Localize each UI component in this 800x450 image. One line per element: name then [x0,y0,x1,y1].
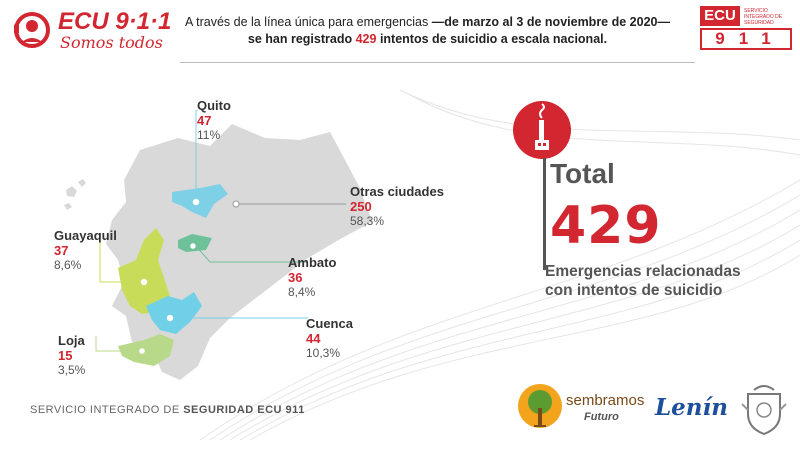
tree-icon [518,384,562,428]
label-quito: Quito 47 11% [197,98,231,142]
label-cuenca: Cuenca 44 10,3% [306,316,353,360]
connector-quito [195,110,198,198]
city-name-ambato: Ambato [288,255,337,270]
city-name-otras: Otras ciudades [350,184,444,199]
city-value-loja: 15 [58,348,73,363]
city-pct-cuenca: 10,3% [306,346,341,360]
badge-caption: SERVICIO INTEGRADO DE SEGURIDAD [744,8,783,26]
futuro-logo-text: Futuro [584,411,619,423]
badge-top: ECU [700,6,740,26]
galapagos-islands [64,179,86,210]
headline-line2-b: intentos de suicidio a escala nacional. [379,32,608,46]
city-name-cuenca: Cuenca [306,316,353,331]
footer-text: SERVICIO INTEGRADO DE SEGURIDAD ECU 911 [30,404,305,416]
city-value-cuenca: 44 [306,331,321,346]
logo-title: ECU 9·1·1 [58,8,172,35]
headline: A través de la línea única para emergenc… [180,14,675,48]
total-desc-line2: con intentos de suicidio [545,282,723,299]
city-pct-loja: 3,5% [58,363,86,377]
label-ambato: Ambato 36 8,4% [288,255,336,299]
total-accent-bar [543,158,546,270]
city-value-guayaquil: 37 [54,243,69,258]
total-label: Total [550,158,615,189]
footer-bold: SEGURIDAD ECU 911 [183,404,305,416]
total-desc-line1: Emergencias relacionadas [545,263,741,280]
connector-guayaquil [99,236,140,283]
city-pct-quito: 11% [197,128,221,142]
ecu911-headset-logo [14,12,50,48]
city-name-guayaquil: Guayaquil [54,228,117,243]
city-pct-otras: 58,3% [350,214,385,228]
city-value-ambato: 36 [288,270,303,285]
connector-ambato [195,245,308,263]
headline-dates: —de marzo al 3 de noviembre de 2020— [431,15,670,29]
headline-number: 429 [355,32,377,46]
label-loja: Loja 15 3,5% [58,333,85,377]
total-value: 429 [550,196,662,256]
lenin-signature: Lenín [655,394,728,421]
sembramos-logo-text: sembramos [566,392,645,409]
headline-line1: A través de la línea única para emergenc… [185,15,429,29]
header-divider [180,62,695,63]
label-otras: Otras ciudades 250 58,3% [350,184,444,228]
city-pct-guayaquil: 8,6% [54,258,82,272]
coat-of-arms-icon [741,385,787,436]
total-description: Emergencias relacionadas con intentos de… [545,262,775,300]
headline-line2-a: se han registrado [247,32,353,46]
city-pct-ambato: 8,4% [288,285,316,299]
connector-loja [95,336,138,352]
region-cuenca [146,292,202,334]
ecuador-map [64,110,372,380]
chimney-icon [513,101,571,159]
label-guayaquil: Guayaquil 37 8,6% [54,228,117,272]
city-value-quito: 47 [197,113,212,128]
city-name-loja: Loja [58,333,85,348]
footer-light: SERVICIO INTEGRADO DE [30,404,180,416]
badge-number: 911 [700,28,792,50]
logo-tagline: Somos todos [60,33,163,52]
city-value-otras: 250 [350,199,372,214]
city-name-quito: Quito [197,98,231,113]
region-guayaquil [118,228,170,314]
ecu911-badge: ECU SERVICIO INTEGRADO DE SEGURIDAD 911 [700,6,792,52]
